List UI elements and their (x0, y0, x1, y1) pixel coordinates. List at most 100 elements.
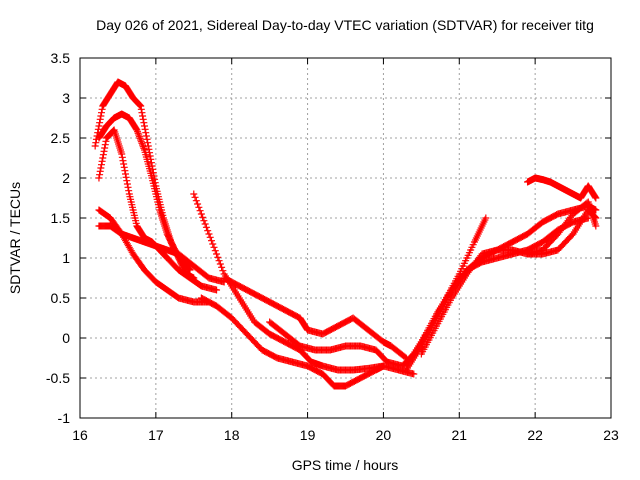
data-point (96, 115, 104, 123)
data-point (125, 187, 133, 195)
data-point (206, 233, 214, 241)
data-point (146, 152, 154, 160)
data-point (211, 247, 219, 255)
series-arc-l (524, 174, 600, 202)
data-point (140, 144, 148, 152)
data-point (100, 147, 108, 155)
data-point (144, 139, 152, 147)
data-point (214, 253, 222, 261)
data-point (142, 132, 150, 140)
data-point (196, 207, 204, 215)
y-tick-label: 0.5 (51, 290, 71, 306)
data-point (139, 141, 147, 149)
y-tick-label: 1 (62, 250, 70, 266)
data-point (137, 138, 145, 146)
series-arc-n (524, 198, 600, 258)
data-point (134, 128, 142, 136)
data-point (91, 142, 99, 150)
data-point (210, 243, 218, 251)
data-point (591, 193, 599, 201)
data-point (209, 240, 217, 248)
series-arc-e (95, 206, 213, 306)
data-point (98, 105, 106, 113)
data-point (120, 163, 128, 171)
data-point (190, 190, 198, 198)
series-arc-b (95, 110, 194, 274)
data-point (202, 223, 210, 231)
y-tick-label: 3.5 (51, 50, 71, 66)
data-point (216, 260, 224, 268)
data-point (101, 144, 109, 152)
x-tick-label: 19 (300, 427, 316, 443)
data-point (140, 122, 148, 130)
series-arc-h (197, 294, 387, 390)
y-tick-label: 2.5 (51, 130, 71, 146)
data-point (205, 230, 213, 238)
data-point (204, 227, 212, 235)
data-point (137, 105, 145, 113)
data-point (147, 159, 155, 167)
data-point (92, 139, 100, 147)
data-point (96, 119, 104, 127)
data-point (118, 150, 126, 158)
y-tick-label: -1 (58, 410, 71, 426)
x-axis-label: GPS time / hours (292, 457, 399, 473)
data-point (122, 173, 130, 181)
data-point (134, 129, 142, 137)
grid (80, 58, 611, 418)
data-point (136, 134, 144, 142)
data-point (135, 133, 143, 141)
data-point (124, 183, 132, 191)
data-point (99, 154, 107, 162)
data-point (199, 213, 207, 221)
data-point (218, 263, 226, 271)
x-tick-label: 21 (451, 427, 467, 443)
data-point (592, 194, 600, 202)
data-point (99, 151, 107, 159)
data-point (207, 237, 215, 245)
data-point (96, 171, 104, 179)
data-point (592, 222, 600, 230)
data-point (96, 167, 104, 175)
data-point (379, 362, 387, 370)
y-tick-label: 3 (62, 90, 70, 106)
data-point (101, 141, 109, 149)
data-point (139, 143, 147, 151)
y-tick-label: -0.5 (46, 370, 70, 386)
x-tick-label: 18 (224, 427, 240, 443)
data-point (136, 101, 144, 109)
data-point (139, 115, 147, 123)
data-point (122, 170, 130, 178)
data-point (144, 142, 152, 150)
data-point (141, 125, 149, 133)
data-point (123, 180, 131, 188)
y-tick-label: 2 (62, 170, 70, 186)
data-point (191, 193, 199, 201)
data-point (219, 267, 227, 275)
data-point (97, 112, 105, 120)
data-point (118, 153, 126, 161)
data-point (143, 135, 151, 143)
ticks: 16 17 18 19 20 21 22 23 -1 -0.5 0 0.5 1 1.5 2 2.5 3 3.5 (46, 50, 619, 443)
series-arc-c (95, 126, 221, 294)
data-point (200, 217, 208, 225)
data-point (102, 137, 110, 145)
plot-frame (79, 57, 612, 419)
data-point (215, 257, 223, 265)
data-point (94, 125, 102, 133)
data-point (195, 203, 203, 211)
y-axis-label: SDTVAR / TECUs (7, 182, 23, 294)
data-point (137, 136, 145, 144)
data-point (139, 112, 147, 120)
data-point (135, 131, 143, 139)
data-point (142, 129, 150, 137)
data-points (91, 78, 600, 390)
x-tick-label: 20 (376, 427, 392, 443)
data-point (119, 157, 127, 165)
data-point (185, 265, 193, 273)
data-point (98, 157, 106, 165)
data-point (197, 210, 205, 218)
x-tick-label: 16 (72, 427, 88, 443)
data-point (145, 145, 153, 153)
